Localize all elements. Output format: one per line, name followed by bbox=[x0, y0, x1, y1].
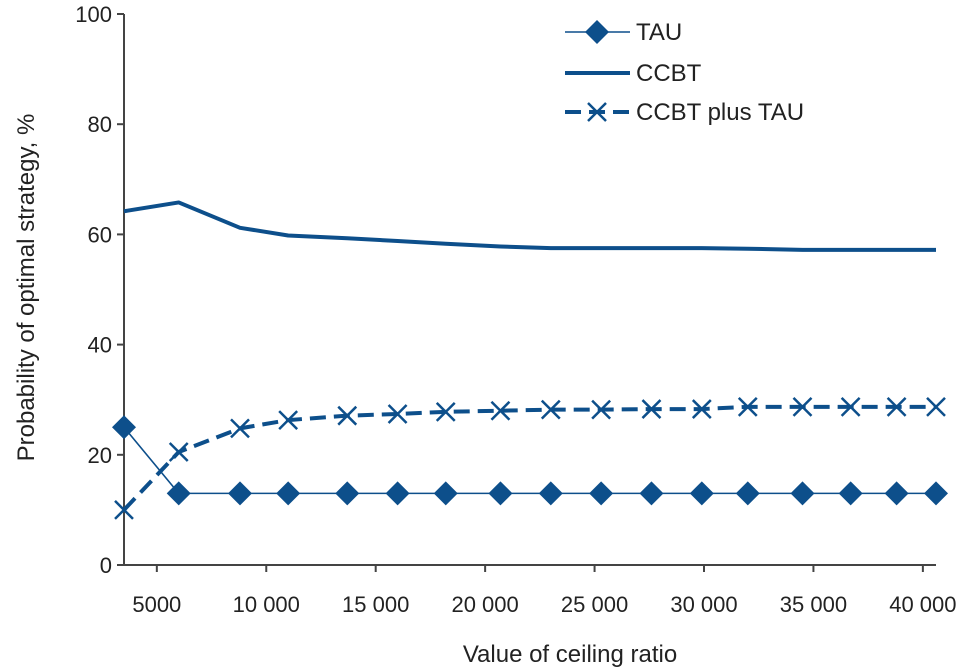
data-point-diamond bbox=[276, 481, 301, 506]
y-tick-label: 40 bbox=[88, 333, 112, 358]
series-ccbt-plus-tau bbox=[114, 396, 946, 520]
data-point-x bbox=[230, 418, 250, 439]
data-point-x bbox=[591, 399, 612, 420]
data-point-diamond bbox=[884, 481, 909, 506]
data-point-diamond bbox=[689, 481, 714, 506]
data-point-diamond bbox=[385, 481, 410, 506]
data-point-diamond bbox=[924, 481, 948, 506]
legend-item: CCBT bbox=[565, 60, 702, 87]
y-tick-label: 60 bbox=[88, 222, 112, 247]
x-tick-label: 35 000 bbox=[780, 592, 847, 617]
series-ccbt bbox=[123, 200, 936, 252]
data-point-x bbox=[886, 396, 907, 417]
data-point-x bbox=[792, 396, 813, 417]
y-tick-label: 100 bbox=[75, 2, 112, 27]
data-point-diamond bbox=[335, 481, 360, 506]
x-tick-label: 10 000 bbox=[233, 592, 300, 617]
series-line bbox=[123, 426, 936, 495]
y-tick-label: 80 bbox=[88, 112, 112, 137]
data-point-diamond bbox=[589, 481, 614, 506]
data-point-diamond bbox=[488, 481, 513, 506]
legend-label: TAU bbox=[636, 19, 682, 46]
data-point-diamond bbox=[433, 481, 458, 506]
x-tick-label: 20 000 bbox=[451, 592, 518, 617]
legend-label: CCBT bbox=[636, 60, 702, 87]
data-point-x bbox=[278, 410, 299, 430]
y-tick-label: 20 bbox=[88, 443, 112, 468]
legend-item: CCBT plus TAU bbox=[565, 99, 804, 126]
legend-item: TAU bbox=[565, 19, 682, 46]
data-point-x bbox=[490, 400, 511, 421]
data-point-x bbox=[641, 399, 662, 419]
x-ticks: 5000 10 000 15 000 20 000 25 000 30 000 35 000… bbox=[132, 565, 957, 617]
data-point-diamond bbox=[228, 481, 252, 506]
data-point-diamond bbox=[166, 481, 191, 506]
x-tick-label: 5000 bbox=[132, 592, 181, 617]
y-axis-title: Probability of optimal strategy, % bbox=[13, 114, 40, 462]
x-tick-label: 40 000 bbox=[889, 592, 956, 617]
data-point-x bbox=[337, 405, 358, 426]
data-point-x bbox=[737, 396, 758, 417]
x-tick-label: 15 000 bbox=[342, 592, 409, 617]
data-point-x bbox=[691, 399, 712, 419]
legend: TAU CCBT CCBT plus TAU bbox=[565, 19, 804, 126]
y-ticks: 0 20 40 60 80 100 bbox=[75, 2, 124, 578]
x-axis-title: Value of ceiling ratio bbox=[463, 641, 677, 668]
data-point-diamond bbox=[112, 415, 136, 440]
data-point-x bbox=[926, 396, 946, 417]
series-tau bbox=[112, 415, 948, 506]
data-point-diamond bbox=[538, 481, 563, 506]
data-point-x bbox=[114, 500, 134, 520]
y-tick-label: 0 bbox=[100, 553, 112, 578]
data-point-x bbox=[387, 404, 408, 424]
data-point-x bbox=[540, 399, 561, 420]
legend-label: CCBT plus TAU bbox=[636, 99, 804, 126]
data-point-x bbox=[840, 396, 861, 417]
data-point-diamond bbox=[790, 481, 815, 506]
series-layer bbox=[112, 200, 948, 520]
axes bbox=[123, 14, 936, 566]
series-line bbox=[123, 200, 936, 252]
data-point-x bbox=[168, 442, 189, 462]
legend-diamond-marker bbox=[585, 20, 609, 44]
data-point-x bbox=[435, 401, 456, 422]
data-point-diamond bbox=[735, 481, 760, 506]
data-point-diamond bbox=[838, 481, 863, 506]
legend-x-marker bbox=[587, 102, 607, 122]
x-tick-label: 30 000 bbox=[670, 592, 737, 617]
data-point-diamond bbox=[639, 481, 664, 506]
x-tick-label: 25 000 bbox=[561, 592, 628, 617]
